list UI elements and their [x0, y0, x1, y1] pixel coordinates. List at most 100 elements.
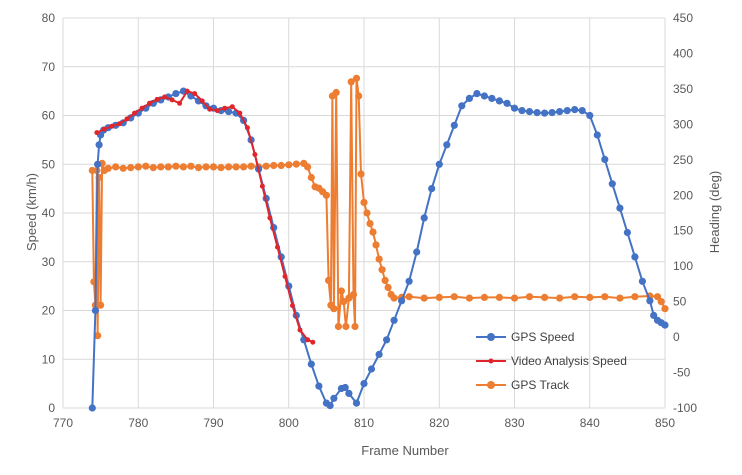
- x-tick-label: 850: [655, 416, 675, 430]
- data-point-gps-speed: [593, 131, 601, 139]
- y-right-tick-label: 200: [673, 188, 693, 202]
- data-point-gps-track: [240, 163, 248, 171]
- y-left-tick-label: 80: [42, 11, 56, 25]
- data-point-video-analysis-speed: [259, 183, 265, 189]
- data-point-gps-track: [164, 163, 172, 171]
- data-point-gps-track: [390, 294, 398, 302]
- data-point-gps-track: [653, 293, 662, 301]
- data-point-gps-track: [104, 164, 112, 172]
- data-point-video-analysis-speed: [162, 94, 168, 100]
- data-point-gps-speed: [638, 277, 647, 285]
- data-point-gps-track: [179, 163, 187, 171]
- data-point-gps-speed: [616, 204, 624, 212]
- x-tick-label: 830: [504, 416, 524, 430]
- y-left-tick-label: 40: [42, 206, 56, 220]
- y-left-tick-label: 10: [42, 352, 56, 366]
- data-point-gps-speed: [398, 297, 406, 305]
- data-point-gps-track: [601, 293, 609, 301]
- data-point-gps-speed: [352, 399, 361, 407]
- data-point-gps-track: [119, 164, 127, 172]
- data-point-gps-speed: [450, 121, 458, 129]
- data-point-gps-speed: [578, 107, 586, 115]
- x-tick-label: 780: [128, 416, 148, 430]
- data-point-video-analysis-speed: [305, 337, 311, 343]
- data-point-video-analysis-speed: [244, 125, 250, 131]
- data-point-gps-track: [480, 293, 488, 301]
- data-point-gps-speed: [345, 389, 353, 397]
- legend-label-gps-speed: GPS Speed: [511, 330, 574, 344]
- data-point-gps-speed: [601, 155, 609, 163]
- y-right-tick-label: 450: [673, 11, 693, 25]
- legend-marker-video-analysis-speed: [488, 358, 494, 364]
- data-point-gps-track: [360, 198, 368, 206]
- data-point-video-analysis-speed: [222, 105, 228, 111]
- data-point-gps-track: [337, 287, 345, 295]
- data-point-gps-speed: [650, 311, 658, 319]
- data-point-gps-track: [340, 298, 348, 306]
- data-point-gps-track: [232, 163, 240, 171]
- y-left-tick-label: 0: [48, 401, 55, 415]
- data-point-gps-track: [209, 163, 218, 171]
- data-point-gps-track: [270, 161, 278, 170]
- x-tick-label: 800: [279, 416, 299, 430]
- data-point-gps-track: [556, 294, 564, 302]
- x-tick-label: 840: [580, 416, 600, 430]
- data-point-gps-track: [342, 322, 350, 331]
- data-point-gps-track: [194, 164, 203, 172]
- data-point-gps-track: [525, 293, 534, 301]
- data-point-gps-speed: [95, 141, 103, 149]
- data-point-gps-track: [157, 163, 165, 171]
- data-point-gps-speed: [661, 321, 669, 329]
- y-left-tick-label: 60: [42, 109, 56, 123]
- data-point-video-analysis-speed: [154, 96, 160, 102]
- data-point-gps-speed: [367, 365, 376, 373]
- series-gps-track: [88, 74, 669, 340]
- data-point-gps-track: [112, 163, 120, 171]
- x-tick-label: 820: [429, 416, 449, 430]
- data-point-gps-track: [94, 332, 102, 340]
- data-point-gps-speed: [480, 92, 488, 100]
- data-point-gps-track: [307, 173, 315, 182]
- legend-item-gps-track: GPS Track: [476, 378, 570, 392]
- data-point-gps-speed: [443, 141, 451, 149]
- data-point-gps-track: [187, 162, 195, 170]
- data-point-video-analysis-speed: [147, 100, 152, 106]
- data-point-gps-track: [351, 322, 359, 331]
- y-right-tick-label: 300: [673, 117, 693, 131]
- data-point-gps-speed: [383, 336, 391, 344]
- y-right-tick-label: 50: [673, 295, 687, 309]
- data-point-video-analysis-speed: [310, 339, 316, 345]
- data-point-gps-track: [372, 241, 380, 249]
- data-point-gps-speed: [608, 180, 616, 188]
- data-point-gps-track: [571, 293, 579, 301]
- y-right-tick-label: 350: [673, 82, 693, 96]
- data-point-gps-speed: [510, 104, 519, 112]
- series-layer: [88, 74, 669, 412]
- data-point-gps-speed: [646, 297, 654, 305]
- data-point-gps-track: [225, 163, 233, 171]
- y-axis-right-title: Heading (deg): [707, 171, 722, 253]
- y-right-tick-label: 0: [673, 330, 680, 344]
- data-point-gps-speed: [88, 404, 96, 412]
- y-left-tick-label: 20: [42, 304, 56, 318]
- data-point-gps-speed: [413, 248, 421, 256]
- data-point-gps-speed: [405, 277, 413, 285]
- data-point-video-analysis-speed: [275, 244, 280, 250]
- legend-item-gps-speed: GPS Speed: [476, 330, 574, 344]
- data-point-gps-speed: [315, 382, 323, 390]
- data-point-gps-track: [586, 293, 594, 301]
- data-point-gps-track: [285, 161, 293, 169]
- y-axis-left-title: Speed (km/h): [24, 173, 39, 251]
- data-point-gps-track: [657, 298, 665, 306]
- data-point-gps-track: [384, 283, 392, 292]
- data-point-gps-track: [127, 164, 135, 172]
- data-point-gps-speed: [495, 97, 503, 105]
- x-tick-label: 770: [53, 416, 73, 430]
- data-point-gps-track: [355, 92, 363, 100]
- data-point-gps-speed: [307, 360, 315, 368]
- data-point-gps-track: [97, 301, 105, 309]
- data-point-video-analysis-speed: [192, 91, 198, 97]
- data-point-gps-speed: [225, 108, 233, 116]
- data-point-video-analysis-speed: [252, 152, 258, 157]
- data-point-video-analysis-speed: [169, 97, 175, 103]
